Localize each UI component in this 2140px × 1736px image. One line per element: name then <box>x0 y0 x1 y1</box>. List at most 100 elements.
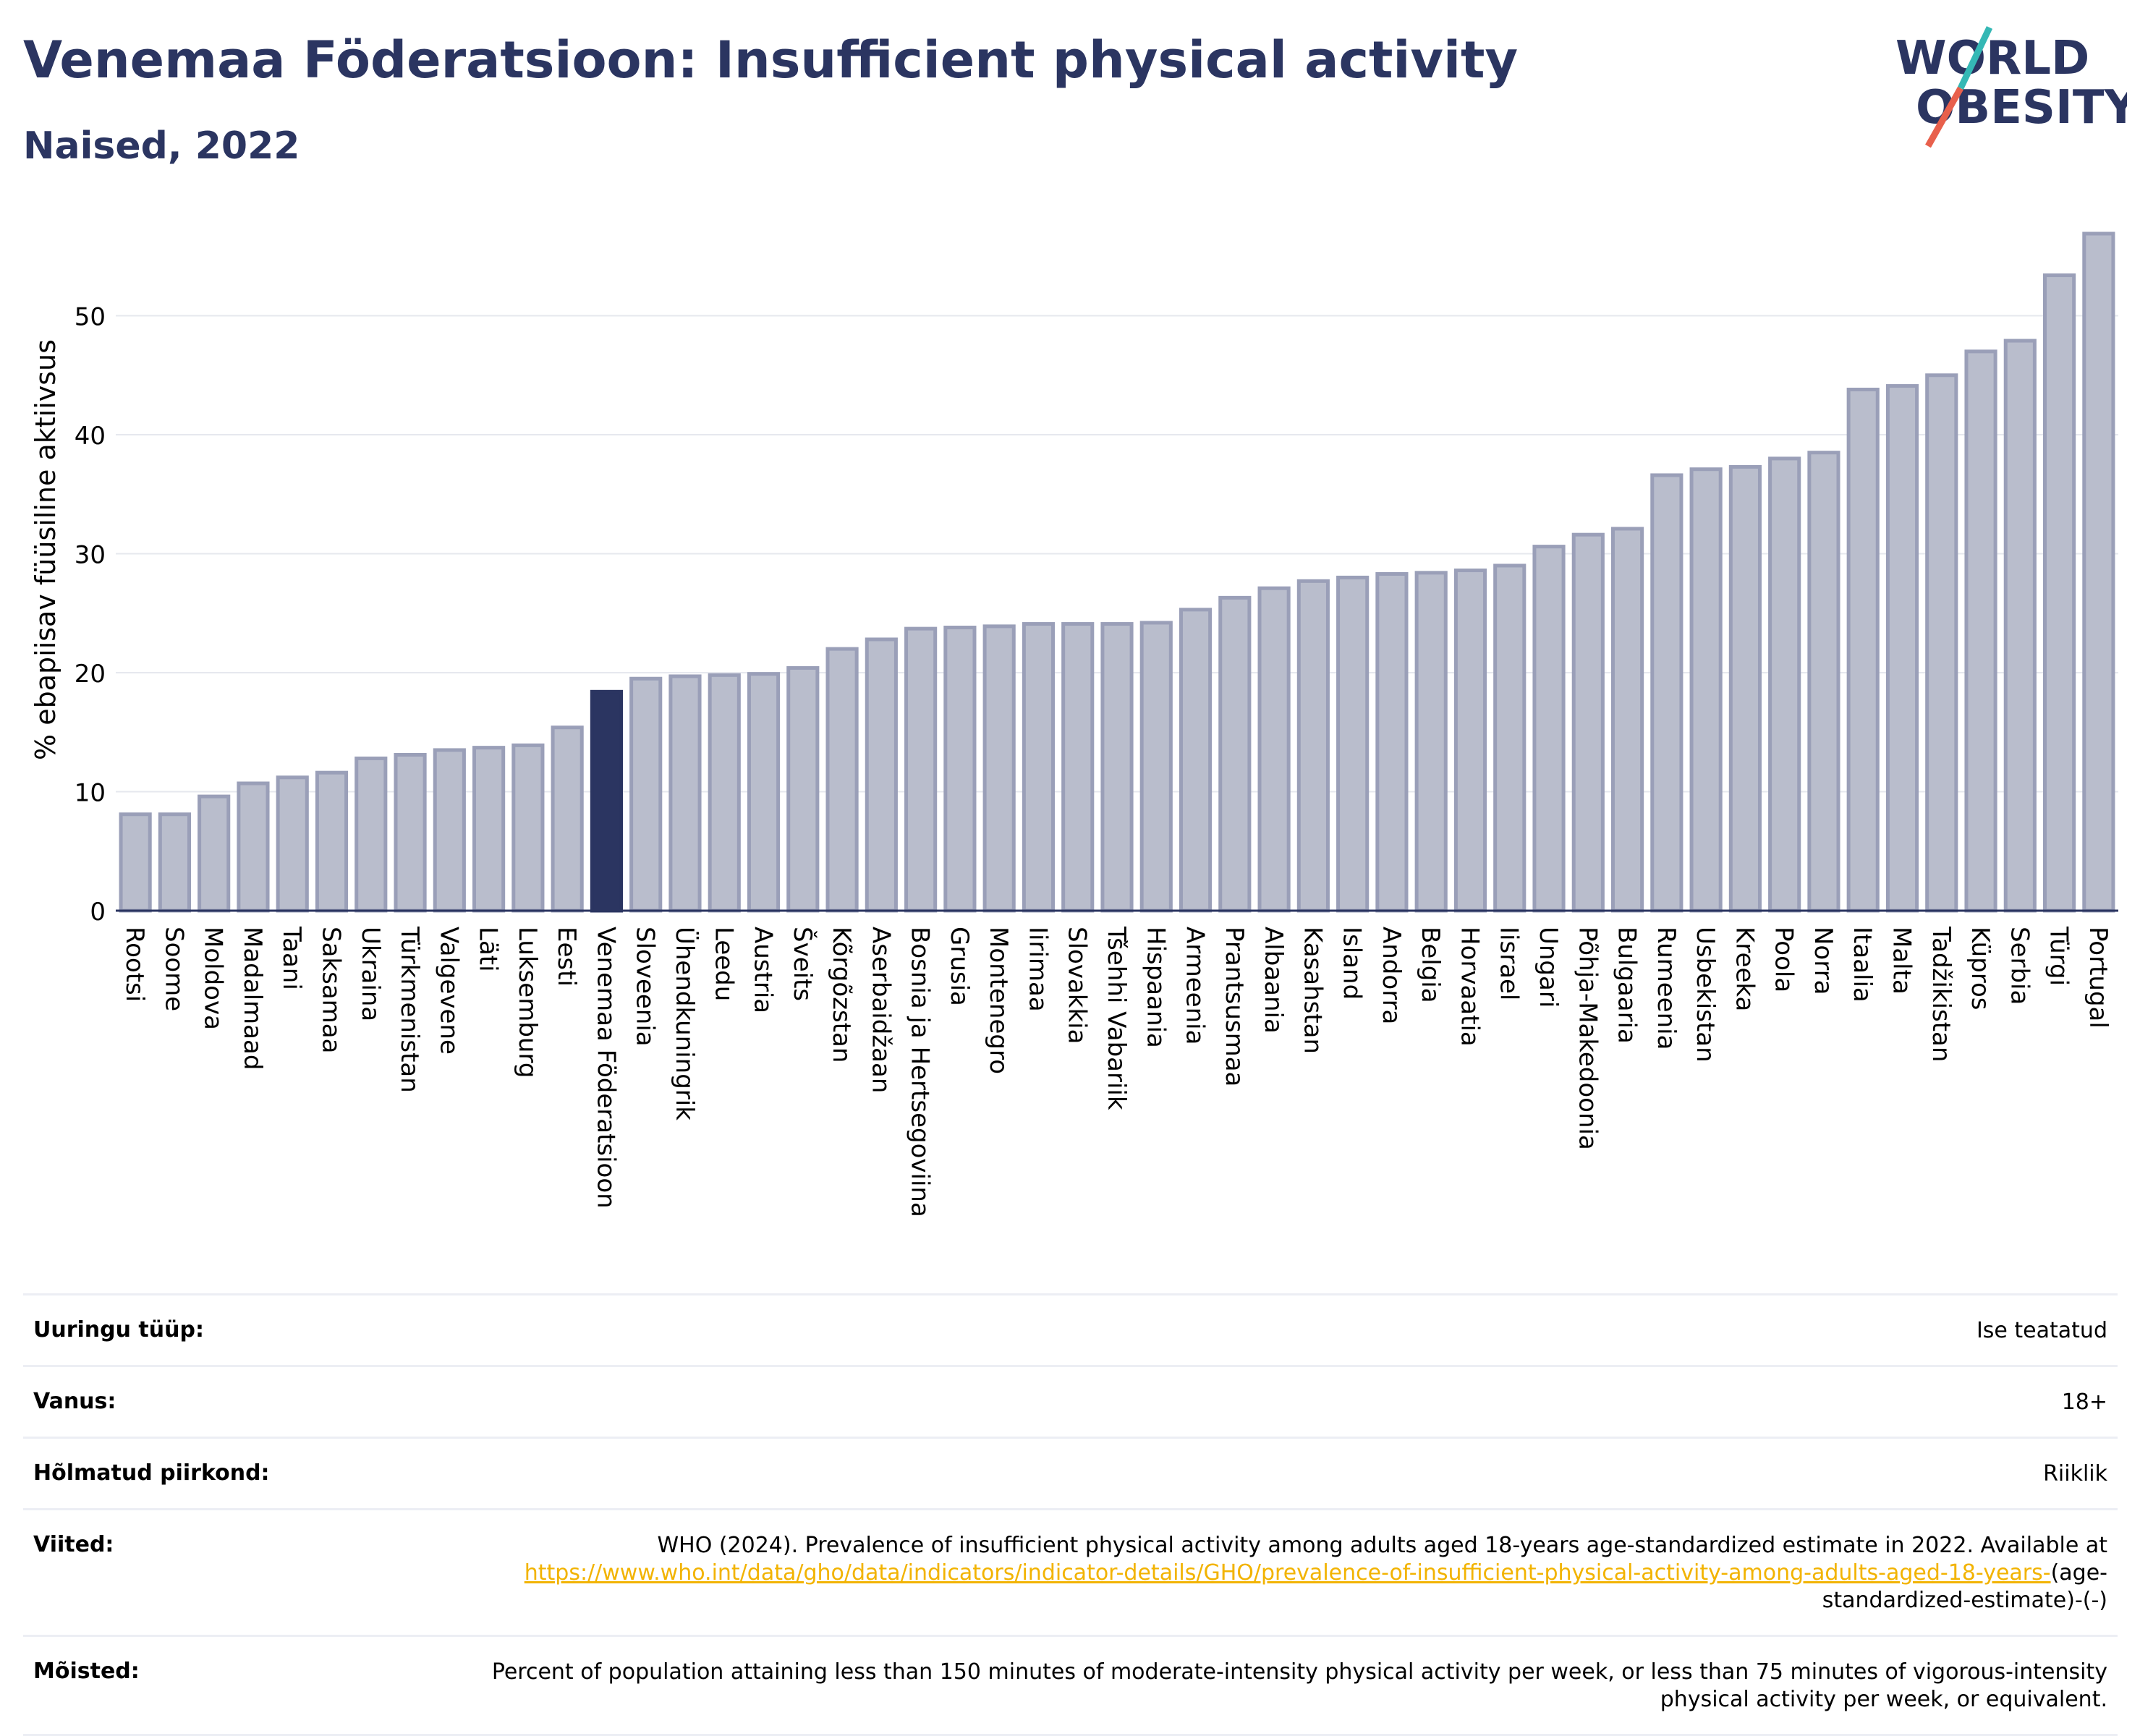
bar <box>2043 273 2076 913</box>
bar <box>1689 467 1723 913</box>
x-tick-label: Ühendkuningrik <box>670 927 700 1120</box>
meta-row-age: Vanus: 18+ <box>23 1365 2118 1437</box>
bar <box>472 746 506 913</box>
reference-link[interactable]: https://www.who.int/data/gho/data/indica… <box>524 1560 2051 1586</box>
bar <box>904 626 938 913</box>
bar <box>2082 231 2115 913</box>
logo-slash-teal <box>1957 26 1993 90</box>
x-tick-label: Kõrgõzstan <box>827 927 856 1063</box>
bar <box>1179 608 1213 913</box>
bar <box>786 665 820 913</box>
bar <box>1139 621 1173 913</box>
x-tick-label: Valgevene <box>434 927 463 1055</box>
x-tick-label: Portugal <box>2084 927 2113 1029</box>
x-tick-label: Grusia <box>945 927 974 1006</box>
x-tick-label: Austria <box>749 927 778 1013</box>
x-tick-label: Läti <box>474 927 503 972</box>
bar <box>1022 622 1056 913</box>
bar <box>1650 473 1683 913</box>
bar <box>1453 569 1487 913</box>
meta-row-coverage: Hõlmatud piirkond: Riiklik <box>23 1437 2118 1508</box>
bar <box>158 812 191 913</box>
metadata-table: Uuringu tüüp: Ise teatatud Vanus: 18+ Hõ… <box>23 1293 2118 1736</box>
bar <box>1061 622 1095 913</box>
y-tick-label: 50 <box>75 303 106 332</box>
bar <box>237 781 270 913</box>
x-tick-label: Kreeka <box>1730 927 1759 1011</box>
y-tick-label: 40 <box>75 422 106 451</box>
x-tick-label: Taani <box>277 926 306 990</box>
x-tick-label: Bosnia ja Hertsegoviina <box>906 927 935 1217</box>
x-tick-label: Island <box>1338 927 1367 1000</box>
x-tick-label: Rootsi <box>120 927 149 1002</box>
bar <box>1493 563 1527 913</box>
page-subtitle: Naised, 2022 <box>23 124 300 168</box>
x-tick-label: Luksemburg <box>513 927 542 1078</box>
y-tick-label: 10 <box>75 779 106 808</box>
bar <box>198 794 231 913</box>
axes: 0 10 20 30 40 50 Rootsi Soome Moldova Madalmaad Ta… <box>75 303 2118 1217</box>
x-tick-label: Venemaa Föderatsioon <box>591 927 620 1209</box>
x-tick-label: Türgi <box>2045 926 2073 986</box>
meta-key: Uuringu tüüp: <box>33 1317 204 1343</box>
bar <box>982 624 1016 913</box>
bar <box>511 743 545 913</box>
y-tick-label: 30 <box>75 541 106 570</box>
meta-row-definitions: Mõisted: Percent of population attaining… <box>23 1635 2118 1736</box>
world-obesity-logo: WORLD OBESITY <box>1895 26 2127 148</box>
x-tick-label: Tadžikistan <box>1927 926 1956 1062</box>
bar <box>1296 579 1330 913</box>
y-tick-label: 20 <box>75 660 106 689</box>
x-tick-label: Hispaania <box>1141 927 1170 1048</box>
meta-key: Hõlmatud piirkond: <box>33 1460 270 1486</box>
x-tick-label: Türkmenistan <box>395 926 424 1093</box>
x-tick-label: Poola <box>1770 927 1799 992</box>
meta-value: Percent of population attaining less tha… <box>491 1659 2107 1712</box>
bar <box>433 748 466 913</box>
y-tick-label: 0 <box>90 898 106 927</box>
bar <box>1964 349 1997 913</box>
x-tick-label: Slovakkia <box>1063 927 1092 1044</box>
x-tick-label: Eesti <box>552 927 581 987</box>
meta-value: Riiklik <box>2043 1461 2107 1486</box>
bar <box>708 673 741 913</box>
bar <box>1375 571 1409 913</box>
bar <box>590 689 624 913</box>
meta-row-references: Viited: WHO (2024). Prevalence of insuff… <box>23 1508 2118 1635</box>
bar <box>1610 527 1644 913</box>
bar <box>1925 373 1958 913</box>
bar <box>551 726 584 913</box>
bar <box>1728 464 1762 913</box>
bar <box>1532 545 1566 913</box>
bar <box>2003 339 2037 913</box>
x-tick-label: Iisrael <box>1495 927 1524 1000</box>
meta-value: Ise teatatud <box>1976 1318 2107 1343</box>
x-tick-label: Kasahstan <box>1298 927 1327 1054</box>
x-tick-label: Belgia <box>1416 927 1445 1003</box>
x-tick-label: Põhja-Makedoonia <box>1573 927 1602 1150</box>
x-tick-label: Itaalia <box>1848 927 1877 1003</box>
x-tick-label: Moldova <box>199 927 228 1030</box>
bar-chart: 0 10 20 30 40 50 Rootsi Soome Moldova Madalmaad Ta… <box>30 231 2118 1217</box>
reference-suffix: (age-standardized-estimate)-(-) <box>1822 1560 2107 1613</box>
bar <box>1807 451 1840 913</box>
bar <box>1336 575 1370 913</box>
bar <box>1414 571 1448 913</box>
meta-value: 18+ <box>2061 1390 2107 1415</box>
x-tick-label: Albaania <box>1259 927 1288 1034</box>
x-tick-label: Šveits <box>788 927 818 1001</box>
bar <box>1768 456 1801 913</box>
reference-text: WHO (2024). Prevalence of insufficient p… <box>657 1533 2107 1558</box>
bar <box>825 647 859 913</box>
meta-key: Viited: <box>33 1532 114 1557</box>
meta-key: Mõisted: <box>33 1659 140 1684</box>
x-tick-label: Andorra <box>1377 927 1406 1024</box>
x-tick-label: Bulgaaria <box>1613 927 1642 1044</box>
x-tick-label: Aserbaidžaan <box>866 927 895 1093</box>
x-tick-label: Norra <box>1809 927 1838 995</box>
bar <box>1885 384 1919 913</box>
bar <box>1100 622 1134 913</box>
bar <box>315 770 349 913</box>
x-tick-label: Prantsusmaa <box>1220 927 1249 1086</box>
x-tick-label: Serbia <box>2005 927 2034 1005</box>
